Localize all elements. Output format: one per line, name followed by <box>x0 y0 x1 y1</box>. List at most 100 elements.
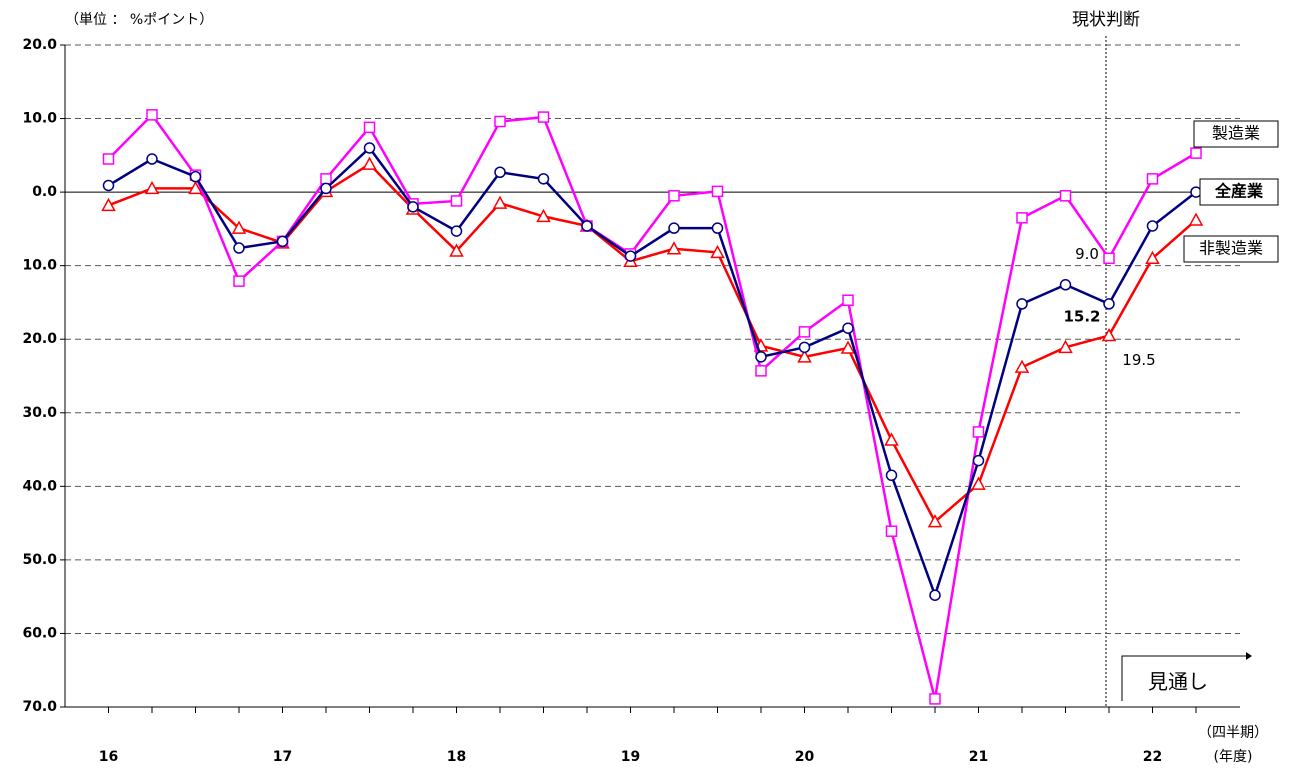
legend-box <box>1199 178 1279 206</box>
marker <box>494 115 506 128</box>
marker <box>1101 327 1117 342</box>
marker <box>972 426 985 438</box>
outlook-arrow <box>1121 655 1246 701</box>
fiscal-year-label: (年度) <box>1214 749 1253 765</box>
y-tick-label: 30.0 <box>22 405 57 421</box>
legend-label: 非製造業 <box>1199 239 1263 258</box>
marker <box>320 182 332 195</box>
series-line <box>107 146 1197 600</box>
marker <box>929 693 941 705</box>
x-tick-label: 17 <box>273 749 292 765</box>
marker <box>449 243 464 257</box>
x-tick-label: 22 <box>1143 749 1162 765</box>
y-tick-label: 50.0 <box>22 552 57 568</box>
value-label: 9.0 <box>1075 245 1099 263</box>
marker <box>711 185 724 198</box>
outlook-label: 見通し <box>1148 670 1208 694</box>
marker <box>1146 173 1159 185</box>
marker <box>666 241 682 255</box>
outlook-box <box>1122 656 1238 701</box>
marker <box>363 121 376 134</box>
marker <box>842 322 854 334</box>
marker <box>711 222 724 234</box>
y-tick-label: 60.0 <box>22 625 57 641</box>
marker <box>1014 359 1030 373</box>
legend-label: 製造業 <box>1212 124 1260 143</box>
marker <box>492 195 508 209</box>
marker <box>537 173 550 185</box>
marker <box>102 179 115 192</box>
marker <box>842 294 854 306</box>
marker <box>624 250 637 262</box>
marker <box>798 326 811 338</box>
x-tick-label: 18 <box>447 749 466 765</box>
marker <box>537 111 550 123</box>
y-tick-label: 20.0 <box>22 331 57 347</box>
marker <box>188 180 203 195</box>
legend-box <box>1183 235 1279 263</box>
marker <box>1059 190 1072 202</box>
marker <box>1059 279 1072 291</box>
marker <box>885 525 898 537</box>
current-label: 現状判断 <box>1072 10 1140 30</box>
marker <box>1103 298 1115 310</box>
marker <box>144 180 160 195</box>
marker <box>146 109 158 121</box>
series-line <box>108 162 1197 524</box>
legend-box <box>1193 120 1279 148</box>
marker <box>1145 250 1160 265</box>
value-label: 15.2 <box>1063 307 1100 325</box>
marker <box>233 275 245 287</box>
marker <box>885 469 898 482</box>
marker <box>1103 252 1115 265</box>
y-tick-label: 40.0 <box>22 478 57 494</box>
x-tick-label: 21 <box>969 749 988 765</box>
marker <box>972 454 985 467</box>
marker <box>929 589 941 601</box>
marker <box>840 340 856 354</box>
marker <box>755 365 767 377</box>
marker <box>668 190 680 202</box>
marker <box>581 220 593 232</box>
marker <box>231 220 247 234</box>
marker <box>927 514 943 528</box>
marker <box>362 156 377 170</box>
x-tick-label: 20 <box>795 749 815 765</box>
marker <box>1016 212 1028 224</box>
marker <box>189 170 202 183</box>
series-line <box>107 112 1197 700</box>
marker <box>536 208 551 223</box>
marker <box>276 235 289 248</box>
marker <box>884 432 899 446</box>
y-tick-label: 70.0 <box>22 699 57 715</box>
marker <box>710 244 725 259</box>
marker <box>1146 220 1159 232</box>
marker <box>971 476 986 490</box>
marker <box>407 201 419 213</box>
marker <box>233 242 245 254</box>
quarter-label: （四半期） <box>1198 725 1268 741</box>
marker <box>450 195 463 207</box>
marker <box>363 142 376 154</box>
marker <box>1188 212 1204 226</box>
marker <box>102 153 115 165</box>
marker <box>755 351 767 363</box>
outlook-arrow-head <box>1246 652 1252 660</box>
grid <box>65 44 1240 708</box>
marker <box>320 173 332 185</box>
marker <box>146 153 158 165</box>
y-tick-label: 10.0 <box>22 258 57 274</box>
marker <box>668 222 680 234</box>
marker <box>1058 339 1073 354</box>
y-tick-label: 0.0 <box>32 184 57 200</box>
x-tick-label: 16 <box>99 749 118 765</box>
marker <box>798 341 811 354</box>
marker <box>1016 298 1028 310</box>
marker <box>450 225 463 237</box>
x-tick-label: 19 <box>621 749 640 765</box>
y-tick-label: 20.0 <box>22 37 57 53</box>
marker <box>494 166 506 179</box>
value-label: 19.5 <box>1122 351 1155 369</box>
marker <box>101 197 116 212</box>
